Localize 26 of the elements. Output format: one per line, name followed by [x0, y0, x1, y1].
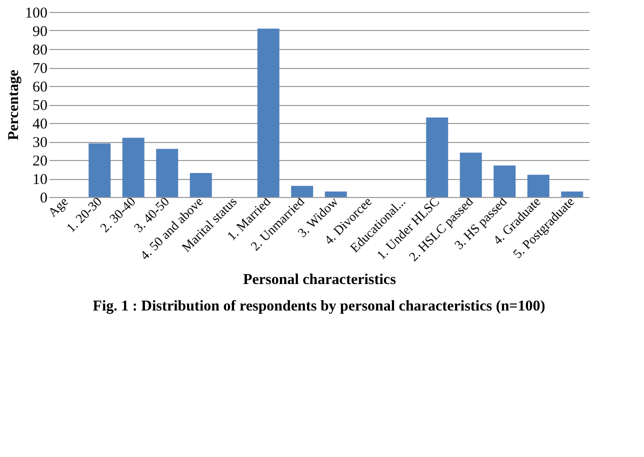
y-tick-label: 90: [32, 24, 48, 40]
bar: [561, 191, 584, 197]
bar: [122, 138, 144, 197]
y-tick-label: 100: [25, 6, 48, 22]
y-tick-label: 10: [32, 172, 48, 188]
y-tick-label: 0: [40, 190, 48, 206]
bar: [324, 191, 347, 197]
bar: [291, 186, 314, 197]
bar: [426, 117, 448, 197]
bar: [156, 148, 178, 197]
y-tick-label: 20: [32, 154, 48, 170]
bar: [494, 166, 516, 197]
y-tick-label: 70: [32, 61, 48, 77]
bar: [460, 152, 482, 197]
y-tick-label: 30: [32, 135, 48, 151]
y-tick-label: 50: [32, 98, 48, 114]
y-tick-label: 40: [32, 116, 48, 132]
bar: [88, 143, 111, 197]
bar: [190, 172, 212, 197]
text: Fig. 1 : Distribution of respondents by personal characteristics (n=100): [92, 298, 546, 314]
y-tick-label: 60: [32, 80, 48, 96]
y-axis-title: Percentage: [6, 69, 22, 140]
x-axis-title: Personal characteristics: [243, 272, 396, 288]
bar: [527, 174, 550, 197]
y-tick-label: 80: [32, 42, 48, 58]
bar: [257, 28, 280, 197]
